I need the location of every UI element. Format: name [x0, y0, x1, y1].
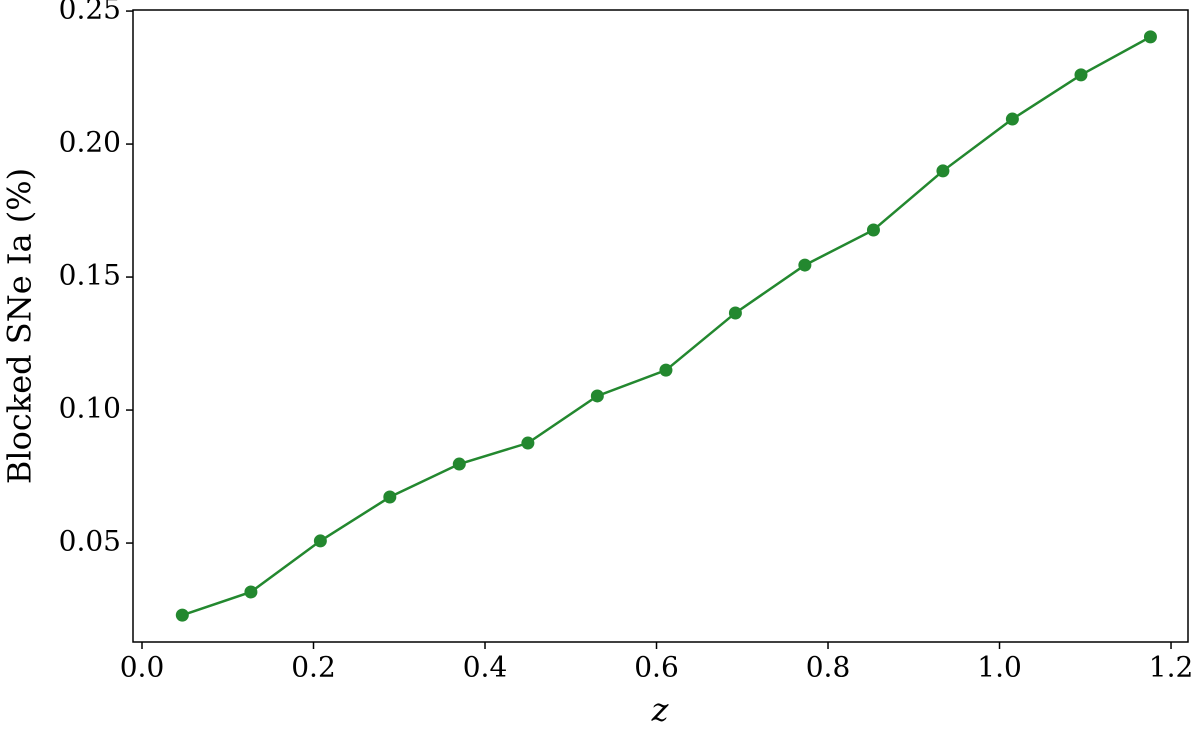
data-point	[866, 223, 880, 237]
y-tick-label: 0.20	[59, 126, 121, 159]
x-tick-label: 0.0	[120, 651, 165, 684]
data-point	[590, 389, 604, 403]
y-tick-label: 0.15	[59, 259, 121, 292]
y-axis-label: Blocked SNe Ia (%)	[1, 168, 39, 484]
data-point	[244, 585, 258, 599]
y-tick-label: 0.25	[59, 0, 121, 26]
data-point	[175, 608, 189, 622]
data-point	[452, 457, 466, 471]
data-point	[936, 164, 950, 178]
data-point	[383, 490, 397, 504]
data-point	[521, 436, 535, 450]
series-line	[181, 35, 1152, 617]
y-tick-label: 0.10	[59, 392, 121, 425]
data-point	[1143, 30, 1157, 44]
x-tick-label: 1.2	[1149, 651, 1194, 684]
x-tick-label: 0.4	[463, 651, 508, 684]
x-tick-label: 0.6	[634, 651, 679, 684]
data-point	[1005, 112, 1019, 126]
x-tick-label: 0.8	[806, 651, 851, 684]
data-point	[1074, 68, 1088, 82]
x-tick-label: 1.0	[977, 651, 1022, 684]
data-point	[728, 306, 742, 320]
plot-frame	[132, 9, 1189, 643]
data-point	[659, 363, 673, 377]
x-tick-label: 0.2	[291, 651, 336, 684]
data-point	[313, 534, 327, 548]
y-tick-label: 0.05	[59, 525, 121, 558]
x-axis-label: z	[651, 691, 670, 729]
data-point	[798, 258, 812, 272]
